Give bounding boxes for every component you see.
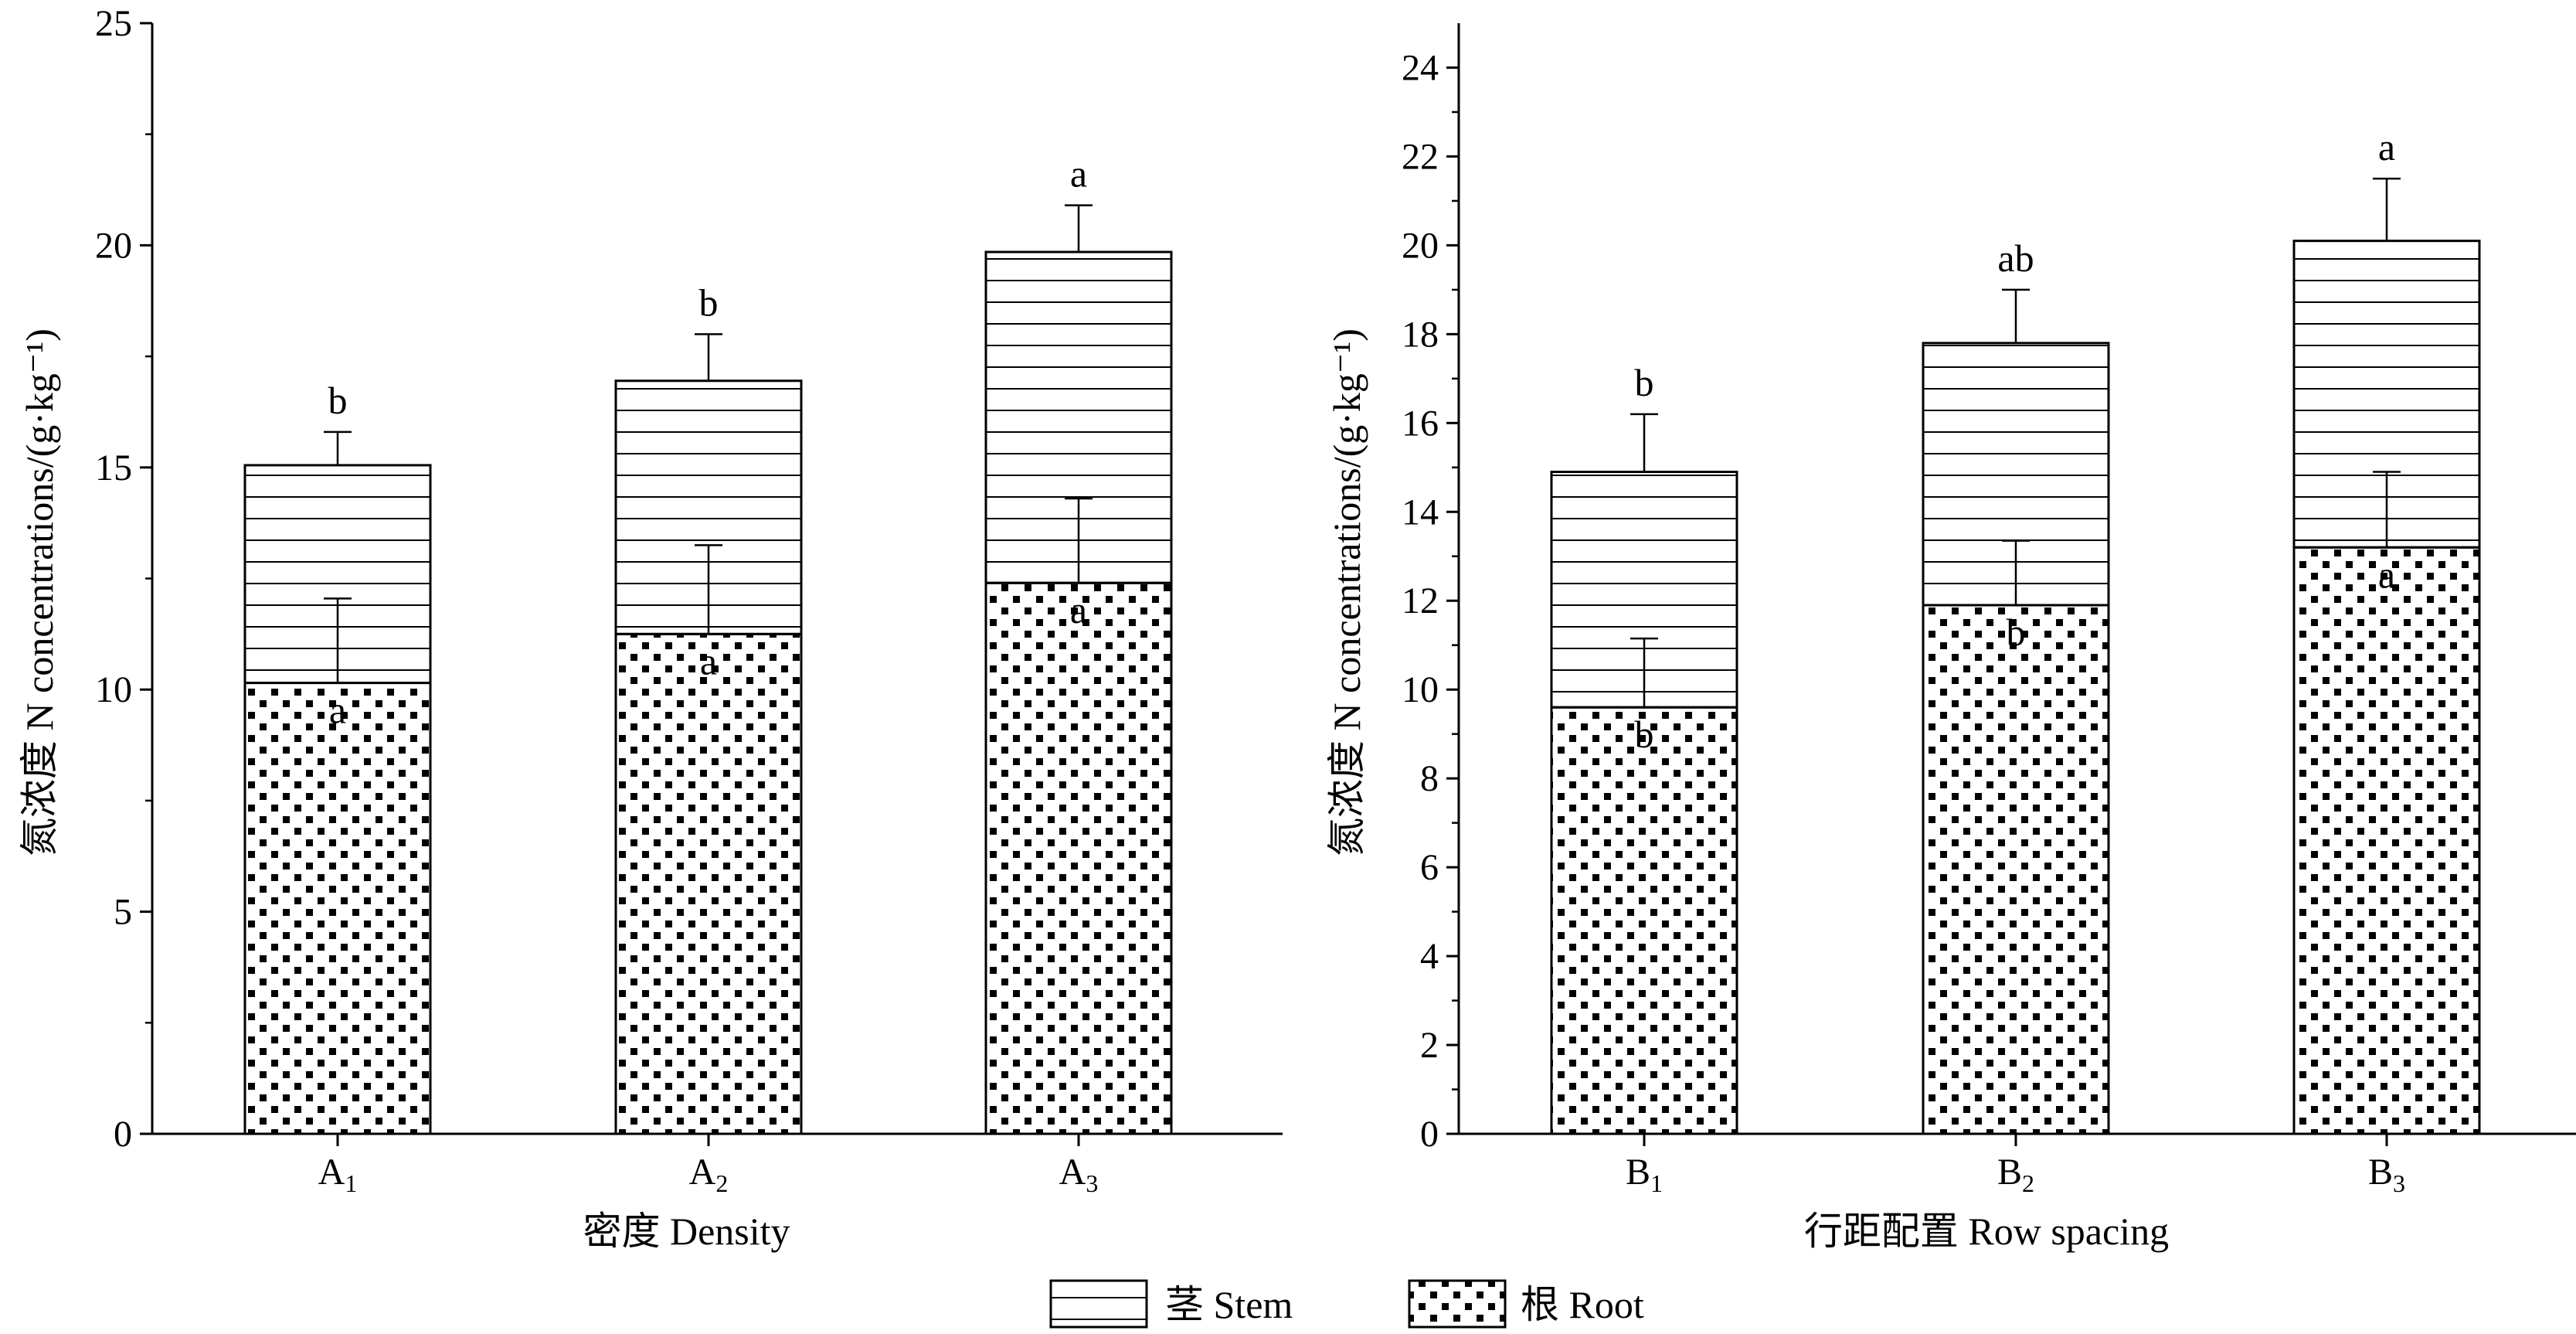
y-tick-label: 20: [1402, 225, 1439, 266]
bar-root: [2292, 546, 2481, 1135]
y-tick-label: 10: [1402, 669, 1439, 710]
significance-label-root: b: [2007, 611, 2026, 654]
y-tick-label: 12: [1402, 580, 1439, 621]
y-tick-label: 4: [1420, 936, 1439, 977]
y-axis-title: 氮浓度 N concentrations/(g·kg⁻¹): [18, 328, 61, 856]
significance-label-root: a: [2378, 553, 2395, 596]
legend-label-root: 根 Root: [1521, 1283, 1644, 1326]
significance-label-stem: a: [1070, 152, 1087, 196]
significance-label-root: a: [329, 689, 346, 732]
x-tick-label: B3: [2368, 1152, 2405, 1197]
significance-label-stem: a: [2378, 125, 2395, 168]
y-tick-label: 8: [1420, 758, 1439, 799]
significance-label-stem: b: [1635, 361, 1654, 404]
bar-root: [1550, 706, 1738, 1135]
y-tick-label: 14: [1402, 492, 1439, 533]
significance-label-root: a: [700, 639, 717, 682]
y-tick-label: 0: [1420, 1114, 1439, 1155]
significance-label-stem: b: [699, 281, 719, 324]
legend: 茎 Stem 根 Root: [1049, 1279, 1644, 1329]
significance-label-stem: ab: [1997, 237, 2034, 280]
y-tick-label: 15: [95, 448, 132, 488]
x-tick-label: A3: [1059, 1152, 1099, 1197]
legend-label-stem: 茎 Stem: [1165, 1283, 1293, 1326]
significance-label-root: b: [1635, 713, 1654, 756]
y-tick-label: 25: [95, 3, 132, 44]
legend-swatch-stem: [1049, 1279, 1148, 1329]
x-axis-title: 行距配置 Row spacing: [1804, 1210, 2169, 1253]
x-axis-title: 密度 Density: [583, 1210, 790, 1253]
x-tick-label: B2: [1997, 1152, 2034, 1197]
legend-item-stem: 茎 Stem: [1049, 1279, 1293, 1329]
significance-label-stem: b: [328, 379, 348, 422]
significance-label-root: a: [1070, 588, 1087, 631]
y-tick-label: 2: [1420, 1025, 1439, 1066]
y-tick-label: 6: [1420, 847, 1439, 888]
legend-swatch-root: [1408, 1279, 1507, 1329]
y-tick-label: 22: [1402, 136, 1439, 177]
y-tick-label: 16: [1402, 403, 1439, 444]
chart-panel-density: 0 5 10 15 20 25 氮浓度 N concentrations/(g·kg⁻¹) 密…: [18, 3, 1283, 1253]
x-tick-label: B1: [1626, 1152, 1663, 1197]
bar-root: [984, 581, 1173, 1135]
bar-root: [243, 682, 432, 1135]
y-tick-label: 24: [1402, 47, 1439, 88]
y-tick-label: 18: [1402, 314, 1439, 355]
y-tick-label: 5: [114, 892, 132, 933]
bar-root: [614, 632, 803, 1135]
x-tick-label: A2: [689, 1152, 729, 1197]
y-axis-title: 氮浓度 N concentrations/(g·kg⁻¹): [1325, 328, 1368, 856]
legend-item-root: 根 Root: [1408, 1279, 1644, 1329]
bar-root: [1922, 604, 2110, 1135]
y-tick-label: 20: [95, 225, 132, 266]
y-tick-label: 10: [95, 669, 132, 710]
x-tick-label: A1: [318, 1152, 358, 1197]
y-tick-label: 0: [114, 1114, 132, 1155]
